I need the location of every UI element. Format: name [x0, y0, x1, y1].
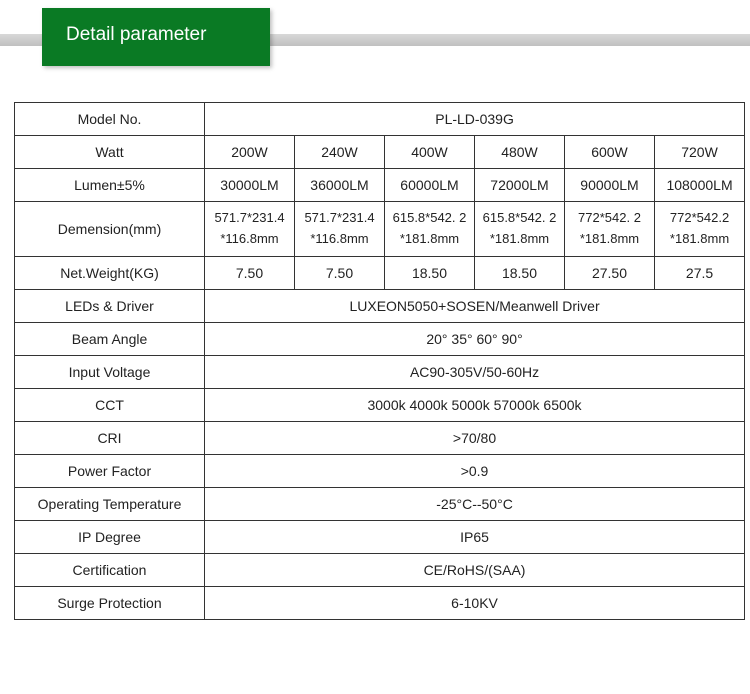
row-label: IP Degree [15, 520, 205, 553]
row-label: Lumen±5% [15, 169, 205, 202]
table-row: Net.Weight(KG) 7.50 7.50 18.50 18.50 27.… [15, 256, 745, 289]
table-row: Beam Angle20° 35° 60° 90° [15, 322, 745, 355]
row-value: 20° 35° 60° 90° [205, 322, 745, 355]
cell: 27.5 [655, 256, 745, 289]
row-label: Watt [15, 136, 205, 169]
row-value: CE/RoHS/(SAA) [205, 553, 745, 586]
table-row: IP DegreeIP65 [15, 520, 745, 553]
cell: 30000LM [205, 169, 295, 202]
cell: 72000LM [475, 169, 565, 202]
section-tab: Detail parameter [42, 8, 270, 66]
row-label: Beam Angle [15, 322, 205, 355]
cell: 480W [475, 136, 565, 169]
cell: 772*542.2*181.8mm [655, 202, 745, 257]
cell: 615.8*542. 2*181.8mm [475, 202, 565, 257]
cell: 108000LM [655, 169, 745, 202]
cell: 772*542. 2*181.8mm [565, 202, 655, 257]
row-label: LEDs & Driver [15, 289, 205, 322]
cell: 720W [655, 136, 745, 169]
row-value: PL-LD-039G [205, 103, 745, 136]
row-label: Input Voltage [15, 355, 205, 388]
cell: 27.50 [565, 256, 655, 289]
cell: 400W [385, 136, 475, 169]
table-row: CertificationCE/RoHS/(SAA) [15, 553, 745, 586]
table-row: CCT3000k 4000k 5000k 57000k 6500k [15, 388, 745, 421]
table-row: LEDs & DriverLUXEON5050+SOSEN/Meanwell D… [15, 289, 745, 322]
row-value: LUXEON5050+SOSEN/Meanwell Driver [205, 289, 745, 322]
table-row: Power Factor>0.9 [15, 454, 745, 487]
cell: 571.7*231.4*116.8mm [205, 202, 295, 257]
row-label: Demension(mm) [15, 202, 205, 257]
cell: 36000LM [295, 169, 385, 202]
cell: 7.50 [205, 256, 295, 289]
row-value: 6-10KV [205, 586, 745, 619]
row-label: CCT [15, 388, 205, 421]
row-label: Surge Protection [15, 586, 205, 619]
cell: 600W [565, 136, 655, 169]
table-row: Watt 200W 240W 400W 480W 600W 720W [15, 136, 745, 169]
table-row: Surge Protection6-10KV [15, 586, 745, 619]
table-row: Operating Temperature-25°C--50°C [15, 487, 745, 520]
row-value: 3000k 4000k 5000k 57000k 6500k [205, 388, 745, 421]
row-value: IP65 [205, 520, 745, 553]
row-label: CRI [15, 421, 205, 454]
spec-table-container: Model No. PL-LD-039G Watt 200W 240W 400W… [14, 102, 736, 620]
cell: 240W [295, 136, 385, 169]
row-value: -25°C--50°C [205, 487, 745, 520]
row-value: >70/80 [205, 421, 745, 454]
row-label: Model No. [15, 103, 205, 136]
table-row: Demension(mm) 571.7*231.4*116.8mm 571.7*… [15, 202, 745, 257]
cell: 18.50 [385, 256, 475, 289]
cell: 571.7*231.4*116.8mm [295, 202, 385, 257]
row-label: Net.Weight(KG) [15, 256, 205, 289]
row-label: Power Factor [15, 454, 205, 487]
table-row: Input VoltageAC90-305V/50-60Hz [15, 355, 745, 388]
table-row: CRI>70/80 [15, 421, 745, 454]
table-row: Model No. PL-LD-039G [15, 103, 745, 136]
cell: 7.50 [295, 256, 385, 289]
row-label: Certification [15, 553, 205, 586]
cell: 90000LM [565, 169, 655, 202]
spec-table: Model No. PL-LD-039G Watt 200W 240W 400W… [14, 102, 745, 620]
table-row: Lumen±5% 30000LM 36000LM 60000LM 72000LM… [15, 169, 745, 202]
cell: 60000LM [385, 169, 475, 202]
row-value: >0.9 [205, 454, 745, 487]
cell: 615.8*542. 2*181.8mm [385, 202, 475, 257]
cell: 18.50 [475, 256, 565, 289]
row-value: AC90-305V/50-60Hz [205, 355, 745, 388]
cell: 200W [205, 136, 295, 169]
row-label: Operating Temperature [15, 487, 205, 520]
